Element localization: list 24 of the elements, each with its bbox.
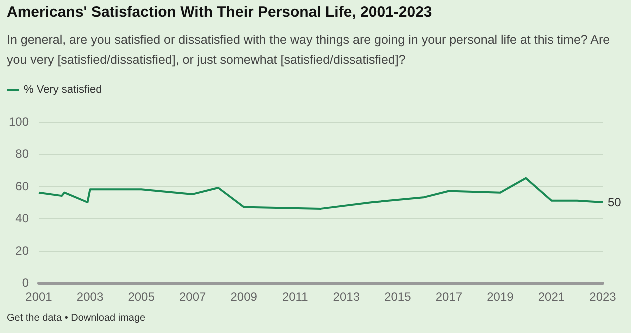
x-tick-label: 2001: [26, 290, 53, 304]
x-tick-label: 2005: [128, 290, 156, 304]
y-tick-label: 40: [16, 212, 30, 226]
text: Get the data • Download image: [7, 313, 146, 324]
chart-subtitle: In general, are you satisfied or dissatisfied with the way things are going in your personal life at this time? Are you very [satisfied/dissatisfied], or just somewhat [satisfied/dissatisfied]?: [7, 32, 612, 69]
y-tick-label: 20: [16, 244, 30, 258]
x-tick-label: 2021: [538, 290, 566, 304]
legend-label: % Very satisfied: [24, 84, 102, 96]
y-tick-label: 0: [22, 276, 30, 290]
x-tick-label: 2003: [76, 290, 104, 304]
x-tick-label: 2013: [333, 290, 360, 304]
x-tick-label: 2023: [590, 290, 617, 304]
line-series: [38, 177, 604, 210]
y-tick-label: 100: [8, 115, 30, 129]
y-tick-label: 60: [16, 179, 30, 194]
data-label: 50: [608, 196, 622, 210]
x-tick-label: 2009: [230, 290, 258, 304]
chart-title: Americans' Satisfaction With Their Personal Life, 2001-2023: [7, 4, 432, 21]
x-tick-label: 2017: [436, 290, 463, 304]
x-tick-label: 2007: [179, 290, 206, 304]
x-tick-label: 2011: [282, 290, 309, 304]
x-tick-label: 2015: [384, 290, 412, 304]
x-tick-label: 2019: [487, 290, 514, 304]
y-tick-label: 80: [16, 147, 30, 162]
